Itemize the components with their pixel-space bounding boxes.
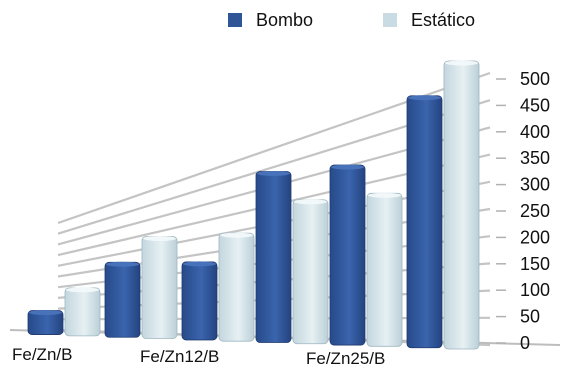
legend: Bombo Estático	[228, 10, 475, 30]
bar-bombo	[406, 95, 443, 349]
bar-body	[443, 60, 480, 350]
x-category-label: Fe/Zn/B	[12, 345, 72, 364]
bar-estatico	[141, 236, 178, 339]
bar-top	[143, 236, 176, 242]
legend-swatch	[383, 13, 397, 27]
bar-body	[218, 232, 255, 342]
bar-bombo	[104, 261, 141, 338]
y-tick-label: 100	[520, 280, 550, 300]
bar-body	[366, 192, 403, 347]
bar-top	[220, 232, 253, 238]
bar-bombo	[27, 310, 64, 335]
bar-top	[408, 95, 441, 101]
legend-label: Bombo	[256, 10, 313, 30]
y-tick-label: 400	[520, 122, 550, 142]
y-tick-label: 150	[520, 254, 550, 274]
bar-top	[445, 60, 478, 66]
y-axis-ticks: 0 50 100 150 200 250 300 350 400 450 500	[496, 69, 550, 353]
x-category-label: Fe/Zn12/B	[140, 347, 219, 366]
bar-top	[106, 261, 139, 267]
bar-body	[406, 95, 443, 349]
bar-estatico	[366, 192, 403, 347]
bar-body	[292, 199, 329, 345]
bar-body	[255, 171, 292, 343]
bar-top	[29, 310, 62, 316]
bar-body	[64, 287, 101, 337]
x-axis-labels: Fe/Zn/B Fe/Zn12/B Fe/Zn25/B	[12, 345, 385, 367]
bar-body	[329, 164, 366, 346]
bar-estatico	[292, 199, 329, 345]
y-tick-label: 250	[520, 201, 550, 221]
bar-top	[368, 192, 401, 198]
bar-estatico	[218, 232, 255, 342]
bar-body	[104, 261, 141, 338]
y-tick-label: 300	[520, 175, 550, 195]
y-tick-label: 0	[520, 333, 530, 353]
bar-top	[257, 170, 290, 176]
bar-estatico	[443, 60, 480, 350]
legend-swatch	[228, 13, 242, 27]
bar-bombo	[255, 170, 292, 343]
legend-label: Estático	[411, 10, 475, 30]
y-tick-label: 450	[520, 95, 550, 115]
y-tick-label: 200	[520, 227, 550, 247]
bar-top	[183, 261, 216, 267]
x-category-label: Fe/Zn25/B	[306, 349, 385, 367]
bar-estatico	[64, 287, 101, 337]
bar-body	[141, 236, 178, 339]
y-tick-label: 350	[520, 148, 550, 168]
bar-top	[331, 164, 364, 170]
bar-top	[294, 199, 327, 205]
y-tick-label: 50	[520, 307, 540, 327]
bars	[27, 60, 480, 350]
y-tick-label: 500	[520, 69, 550, 89]
bar-body	[181, 261, 218, 341]
bar-bombo	[181, 261, 218, 341]
bar-top	[66, 287, 99, 293]
bar-bombo	[329, 164, 366, 346]
